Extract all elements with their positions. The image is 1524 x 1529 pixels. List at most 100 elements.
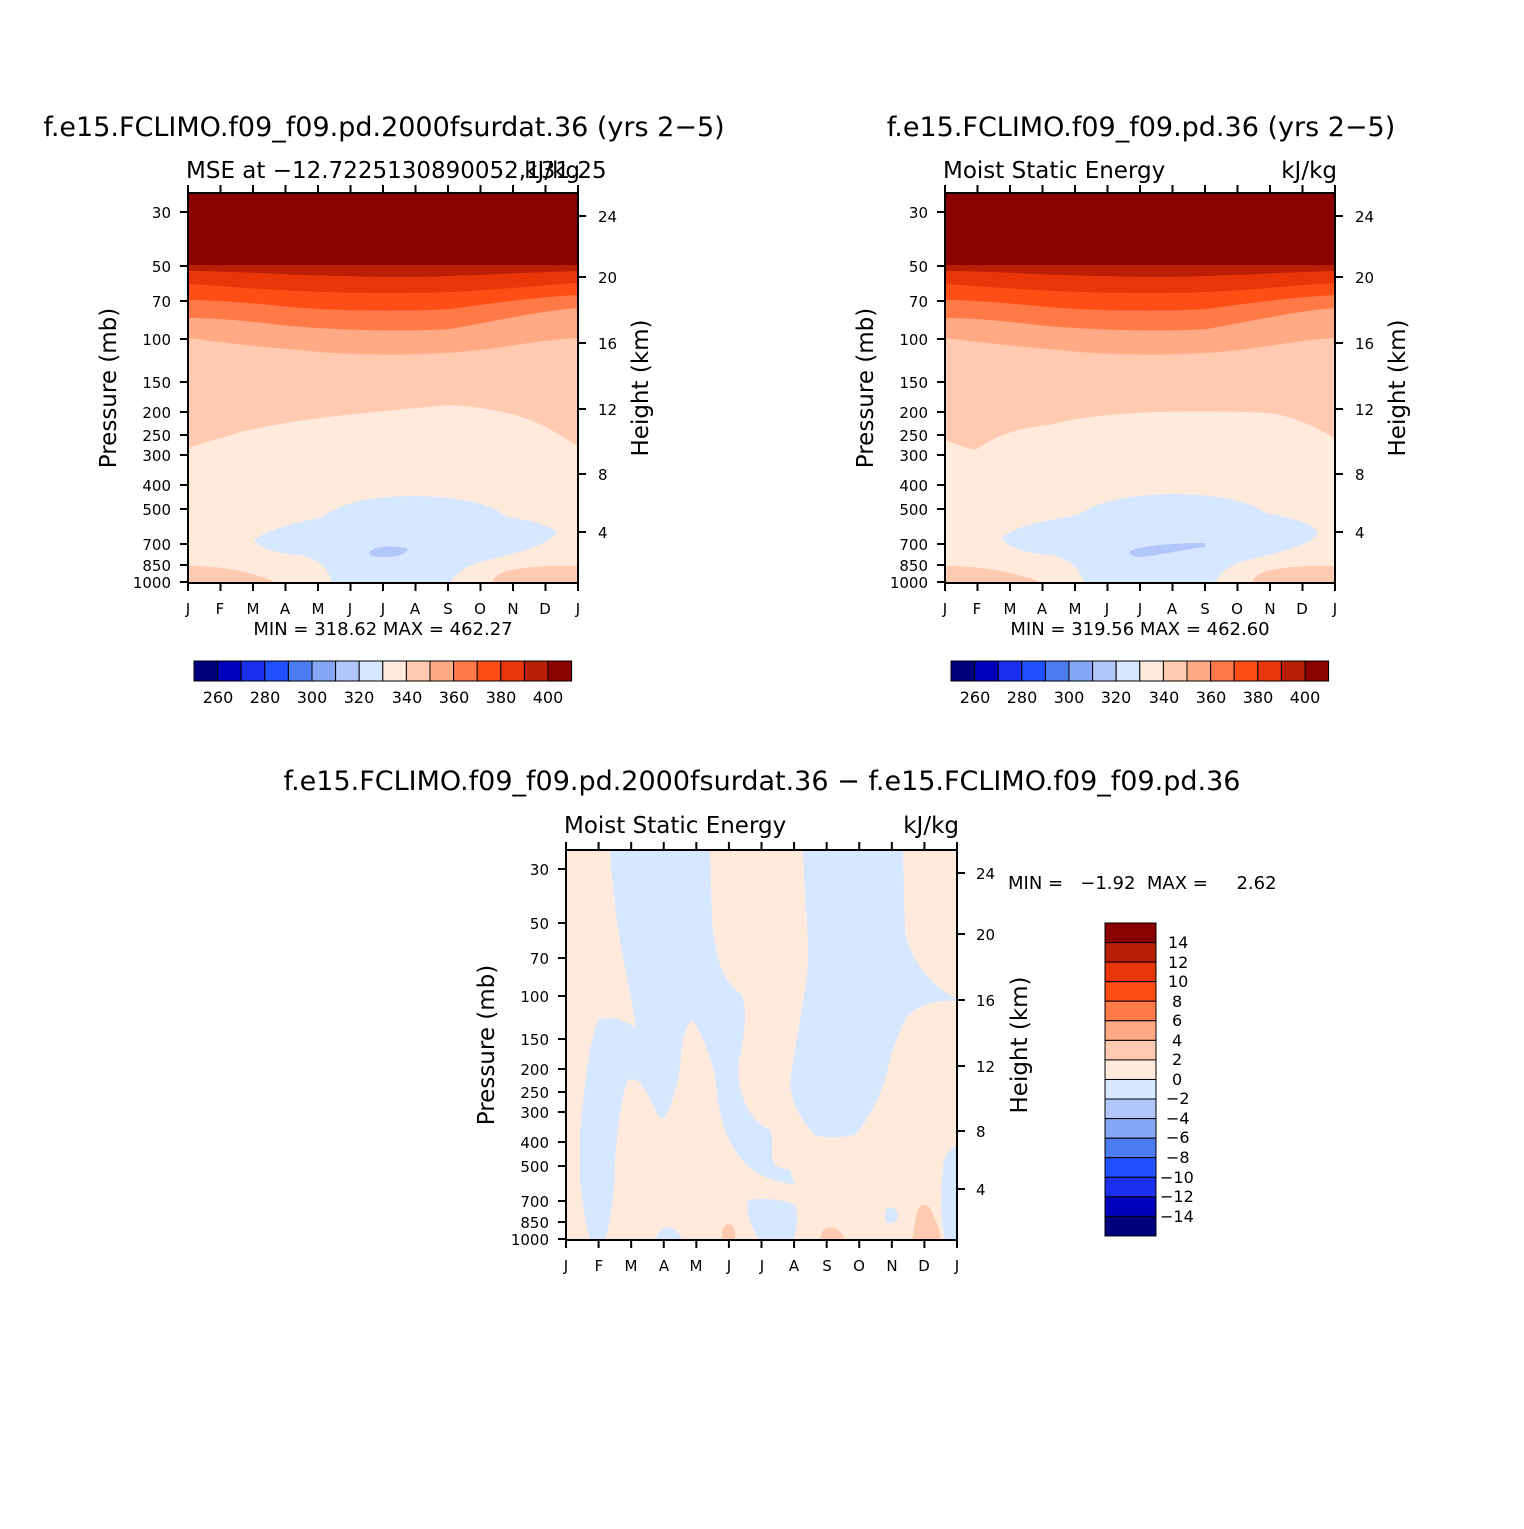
cb-box [1210,660,1235,682]
contour-band-neg2-to-0 [747,1198,798,1240]
contour-band-340-surface-right [492,565,578,583]
y-tick-label: 250 [520,1084,549,1102]
panel-b-x-ticks: J F M A M J J A S O N D J [942,600,1337,618]
panel-c-title: f.e15.FCLIMO.f09_f09.pd.2000fsurdat.36 −… [284,766,1241,797]
cb-label: 10 [1168,972,1188,991]
cb-box [217,660,242,682]
x-tick-label: J [380,600,385,618]
y-tick-label: 700 [142,536,171,554]
x-tick-label: O [474,600,486,618]
cb-label: 260 [960,688,991,707]
y-tick-label: 1000 [890,574,928,592]
y-tick-label: 850 [142,557,171,575]
cb-label: −4 [1166,1109,1190,1128]
y-tick-label: 100 [899,331,928,349]
cb-box [1021,660,1046,682]
height-tick-label: 12 [598,401,617,419]
cb-label: 280 [250,688,281,707]
cb-box [523,660,549,682]
x-tick-label: A [280,600,291,618]
cb-label: −14 [1160,1207,1194,1226]
x-tick-label: A [659,1257,670,1275]
cb-box [264,660,289,682]
cb-label: 6 [1172,1011,1182,1030]
cb-box [287,660,313,682]
contour-band-2-to-4 [912,1204,941,1240]
cb-box [1104,961,1157,983]
cb-label: 14 [1168,933,1188,952]
x-tick-label: N [507,600,518,618]
cb-box [453,660,478,682]
contour-band-340-surface-left [945,566,1040,583]
height-tick-label: 4 [1355,524,1365,542]
cb-box [1233,660,1259,682]
x-tick-label: A [789,1257,800,1275]
x-tick-label: M [1004,600,1017,618]
cb-box [1104,1157,1157,1178]
y-tick-label: 400 [899,477,928,495]
x-tick-label: J [347,600,352,618]
x-tick-label: N [886,1257,897,1275]
panel-a-y-ticks: 30 50 70 100 150 200 250 300 400 500 700… [133,204,171,592]
contour-band-neg2-to-0 [655,1227,682,1240]
contour-band-340-surface-left [188,566,275,583]
height-tick-label: 16 [1355,335,1374,353]
x-tick-label: S [822,1257,832,1275]
cb-box [1104,942,1157,963]
y-tick-label: 200 [520,1061,549,1079]
cb-box [476,660,502,682]
cb-box [1139,660,1164,682]
contour-band-neg2-to-0 [885,1207,898,1224]
x-tick-label: A [410,600,421,618]
y-tick-label: 250 [142,427,171,445]
cb-label: 360 [1196,688,1227,707]
contour-band-2-to-4 [722,1224,735,1240]
y-tick-label: 700 [520,1193,549,1211]
cb-box [1104,1215,1157,1237]
cb-box [1104,1000,1157,1022]
y-tick-label: 70 [909,293,928,311]
panel-model: f.e15.FCLIMO.f09_f09.pd.2000fsurdat.36 (… [43,112,724,707]
cb-box [547,660,573,682]
contour-band-2-to-4 [820,1227,845,1240]
cb-box [950,660,976,682]
y-tick-label: 300 [520,1104,549,1122]
contour-band-neg2-to-0 [580,850,795,1240]
x-tick-label: D [539,600,551,618]
x-tick-label: M [690,1257,703,1275]
cb-box [240,660,266,682]
y-tick-label: 500 [142,501,171,519]
x-tick-label: J [726,1257,731,1275]
x-tick-label: F [595,1257,604,1275]
panel-difference: f.e15.FCLIMO.f09_f09.pd.2000fsurdat.36 −… [284,766,1277,1275]
y-tick-label: 1000 [133,574,171,592]
axis-tick-marks [180,185,1343,1248]
cb-box [1104,1020,1157,1041]
contour-band-340-surface-right [1252,565,1335,583]
x-tick-label: J [759,1257,764,1275]
cb-box [1257,660,1282,682]
x-tick-label: S [443,600,453,618]
y-tick-label: 50 [909,258,928,276]
panel-observations: f.e15.FCLIMO.f09_f09.pd.36 (yrs 2−5) Moi… [853,112,1411,707]
cb-box [358,660,384,682]
y-tick-label: 700 [899,536,928,554]
height-tick-label: 16 [598,335,617,353]
panel-a-ylabel-right: Height (km) [628,319,654,456]
x-tick-label: J [185,600,190,618]
cb-label: 2 [1172,1050,1182,1069]
cb-label: 380 [1243,688,1274,707]
contour-band-310 [1129,543,1205,557]
contour-band-310 [369,546,408,558]
height-tick-label: 4 [976,1181,986,1199]
height-tick-label: 4 [598,524,608,542]
y-tick-label: 30 [152,204,171,222]
cb-label: 400 [1290,688,1321,707]
cb-label: 300 [297,688,328,707]
height-tick-label: 20 [598,269,617,287]
x-tick-label: M [247,600,260,618]
panel-b-contours [945,193,1335,583]
x-tick-label: J [1104,600,1109,618]
cb-label: 4 [1172,1031,1182,1050]
